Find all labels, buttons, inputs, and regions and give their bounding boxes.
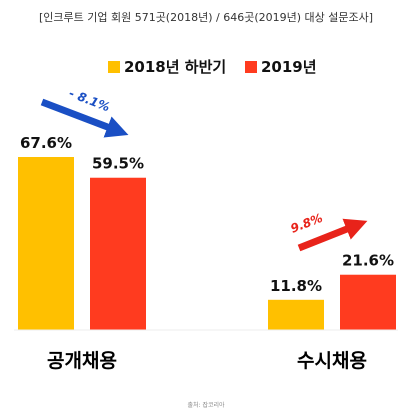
value-label-1-2: 59.5%: [92, 155, 144, 173]
legend-swatch-2: [245, 61, 257, 73]
bar-2-series-2: [340, 274, 396, 330]
change-arrows: - 8.1% 9.8%: [40, 86, 368, 252]
bar-1-series-1: [18, 157, 74, 330]
legend-label-1: 2018년 하반기: [124, 58, 226, 76]
change-arrow-2: [297, 218, 368, 252]
change-label-2: 9.8%: [289, 211, 325, 236]
bar-2-series-1: [268, 299, 324, 330]
value-label-1-1: 67.6%: [20, 134, 72, 152]
change-label-1: - 8.1%: [67, 86, 112, 114]
legend-swatch-1: [108, 61, 120, 73]
change-arrow-1: [40, 98, 129, 138]
legend: 2018년 하반기 2019년: [108, 58, 317, 76]
source-note: 출처: 잡코리아: [187, 401, 225, 409]
category-labels: 공개채용 수시채용: [47, 350, 367, 372]
chart-subtitle: [인크루트 기업 회원 571곳(2018년) / 646곳(2019년) 대상…: [39, 11, 373, 24]
legend-label-2: 2019년: [261, 58, 317, 76]
bar-1-series-2: [90, 177, 146, 330]
value-label-2-1: 11.8%: [270, 277, 322, 295]
value-label-2-2: 21.6%: [342, 252, 394, 270]
category-label-1: 공개채용: [47, 350, 117, 372]
bars: [18, 157, 396, 330]
category-label-2: 수시채용: [297, 350, 367, 372]
value-labels: 67.6% 59.5% 11.8% 21.6%: [20, 134, 394, 295]
